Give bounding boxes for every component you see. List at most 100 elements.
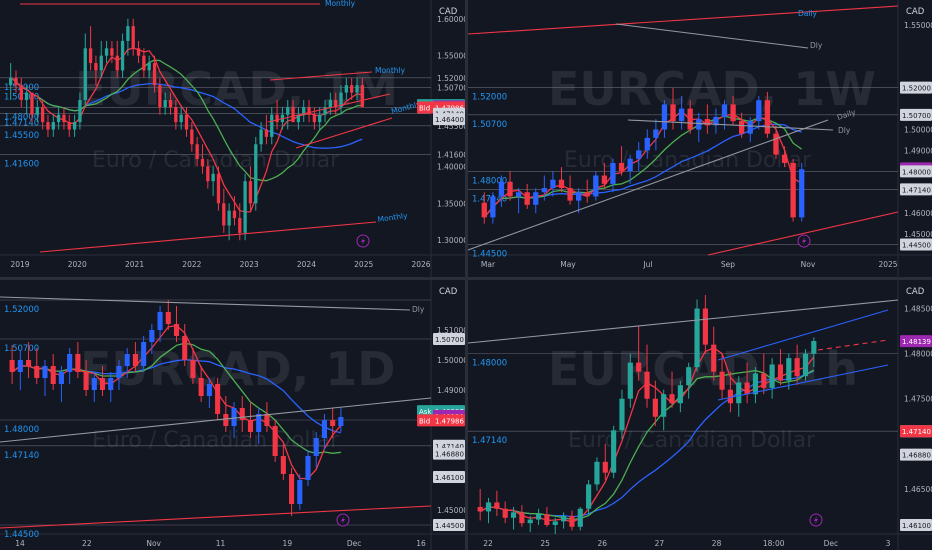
candle [355,85,359,93]
candle [19,85,23,100]
candle [131,26,135,49]
candle [40,107,45,123]
candle [51,122,55,130]
price-tag-value: 1.47140 [435,443,464,451]
price-tag-value: 1.50700 [435,336,464,344]
price-tag-bg [433,414,465,427]
candle [297,480,303,504]
candle [330,420,336,426]
candle [577,508,583,527]
currency-label: CAD [439,7,458,17]
level-label: 1.48000 [472,176,507,186]
price-tag-bg [433,333,465,345]
daily-chart-panel[interactable]: EURCAD, 1D Euro / Canadian Dollar 1.5200… [0,280,465,550]
candle [653,129,659,138]
monthly-chart-panel[interactable]: EURCAD, 1M Euro / Canadian Dollar 1.5200… [0,0,465,277]
candle [494,502,500,509]
level-label: 1.50700 [4,344,39,354]
trendline [269,71,373,81]
y-tick-label: 1.55000 [437,52,465,61]
daily-chart-svg[interactable]: 1.52000 1.50700 1.48000 1.47140 1.44500 Dly CA… [0,280,465,550]
candle [215,384,221,414]
candle [30,92,34,115]
y-tick-label: 1.60000 [437,15,465,24]
y-tick-label: 1.49000 [904,146,932,155]
price-tag-bg [900,448,932,461]
x-tick-label: 14 [15,539,25,548]
price-tag-bg [900,165,932,178]
panel-divider-vertical[interactable] [465,0,468,550]
candle [485,502,492,512]
candle [158,85,162,108]
candle [687,108,693,130]
panel-divider-horizontal[interactable] [0,277,932,280]
candle [104,48,109,56]
weekly-chart-panel[interactable]: EURCAD, 1W Euro / Canadian Dollar 1.5200… [468,0,932,277]
candle [756,100,762,122]
price-tag-kind: Ask [419,408,432,416]
price-tag-bg [433,471,465,483]
weekly-chart-svg[interactable]: 1.52000 1.50700 1.48000 1.47140 1.44500 Daily… [468,0,932,277]
candle [498,181,505,197]
candle [307,107,311,115]
candle [179,114,183,123]
price-tag-kind-bg [417,405,434,418]
candle [799,169,805,218]
candle [198,378,204,396]
candle [575,192,582,201]
price-tag-plain: 1.47140 [900,183,932,196]
candle [305,456,311,480]
x-tick-label: 26 [598,539,608,548]
lightning-icon-glyph [814,516,818,524]
hourly-chart-svg[interactable]: 1.48000 1.47140 CAD 1.48500 1.48139 1.48000 1.… [468,280,932,550]
candle [686,367,692,386]
trendline [615,23,809,49]
candle [173,324,180,336]
x-tick-label: May [560,260,576,269]
candle [338,417,344,426]
candle [152,63,157,86]
price-tag-bg [900,335,932,348]
trendline [0,296,411,311]
watermark-symbol: EURCAD, 1D [80,342,396,396]
price-tag-value: 1.52000 [902,85,931,93]
price-tag-plain: 1.50700 [900,108,932,121]
y-tick-label: 1.50000 [904,126,932,135]
candle [259,129,263,145]
candle [727,389,734,404]
candle [163,99,167,108]
candle [661,104,668,130]
price-tag-bg [900,238,932,251]
level-label: 1.48000 [4,112,39,122]
candle [149,330,155,342]
candle [669,394,675,404]
candle [264,414,270,426]
candle [747,121,753,134]
x-tick-label: Sep [721,260,735,269]
candle [644,137,650,151]
y-tick-label: 1.50000 [437,356,465,365]
candle [110,48,114,56]
candle [360,85,364,108]
candle [72,122,77,130]
candle [227,210,231,226]
candle [527,519,533,524]
trendline [295,117,393,149]
price-tag-value: 1.46880 [902,452,931,460]
candle [78,99,82,123]
candle [773,133,779,155]
hourly-chart-panel[interactable]: EURCAD, 1h Euro / Canadian Dollar 1.4800… [468,280,932,550]
trendline [717,364,889,401]
candle [124,354,130,366]
candle [344,85,349,93]
price-tag-plain: 1.48000 [900,165,932,178]
candle [618,162,625,172]
x-tick-label: 16 [416,539,426,548]
candle [302,107,306,115]
price-tag-kind: Bid [419,417,430,425]
candle [132,354,138,366]
candle [83,372,89,390]
candle [9,360,15,372]
y-tick-label: 1.30000 [437,236,465,245]
